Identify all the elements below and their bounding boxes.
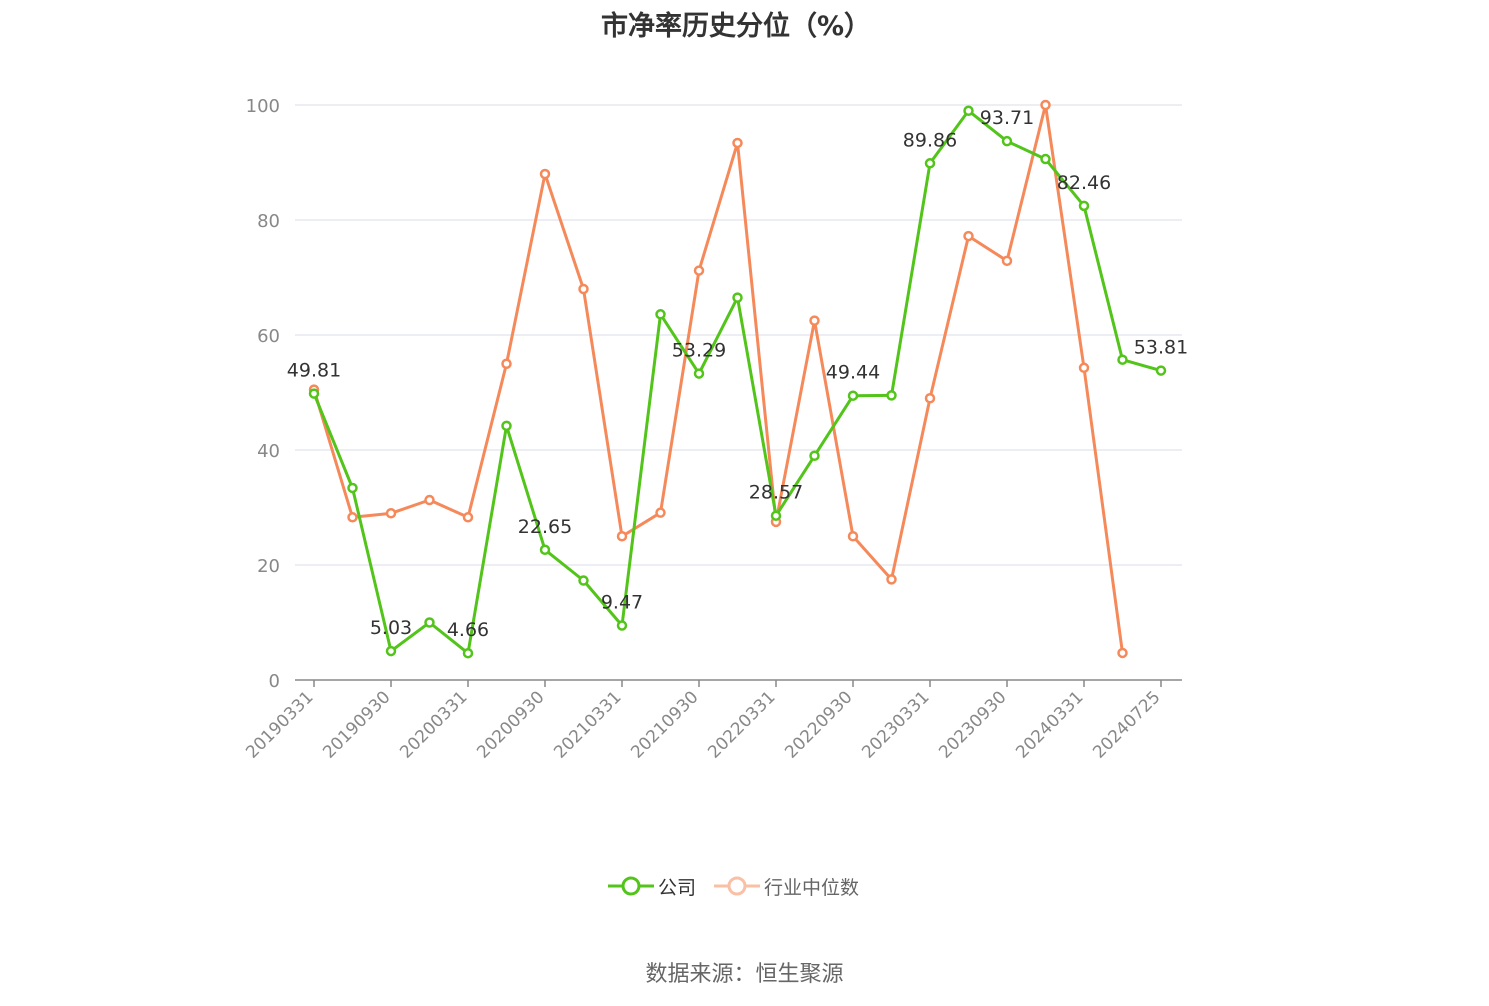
data-point-industry — [847, 531, 859, 542]
data-point-industry — [809, 315, 820, 326]
x-tick-label: 20240331 — [1012, 687, 1087, 762]
data-label: 82.46 — [1057, 172, 1111, 194]
data-point-industry — [1040, 99, 1051, 111]
x-tick-label: 20240725 — [1089, 687, 1164, 762]
x-tick-label: 20230331 — [858, 687, 933, 762]
data-point-company — [1001, 135, 1013, 147]
data-label: 53.81 — [1134, 337, 1188, 359]
data-label: 49.81 — [287, 360, 341, 382]
x-tick-label: 20210930 — [627, 687, 702, 762]
data-point-company — [732, 292, 743, 303]
data-point-industry — [578, 283, 589, 295]
data-point-company — [1155, 365, 1167, 376]
data-point-company — [924, 158, 936, 169]
data-label: 93.71 — [980, 107, 1034, 129]
data-point-company — [1117, 354, 1128, 365]
data-label: 53.29 — [672, 340, 726, 362]
data-label: 9.47 — [601, 592, 643, 614]
data-label: 5.03 — [370, 617, 412, 639]
axes: 0 20 40 60 80 100 20190331 20190930 20200331 2020… — [242, 96, 1182, 763]
legend-item-industry[interactable]: 行业中位数 — [714, 873, 859, 900]
data-point-industry — [539, 168, 551, 180]
data-labels: 49.81 5.03 4.66 22.65 9.47 53.29 28.57 49.44 89.… — [287, 107, 1188, 641]
legend-industry-line-icon — [714, 876, 761, 896]
x-tick-label: 20220930 — [781, 687, 856, 762]
data-point-industry — [1001, 255, 1013, 267]
data-point-industry — [501, 358, 512, 369]
legend-company-line-icon — [608, 876, 654, 896]
data-point-company — [616, 620, 628, 631]
data-point-industry — [616, 531, 628, 542]
data-point-company — [462, 647, 474, 659]
series-lines — [308, 99, 1167, 659]
data-source-note: 数据来源：恒生聚源 — [645, 962, 844, 987]
legend: 公司 行业中位数 — [608, 870, 859, 902]
data-point-industry — [924, 393, 936, 404]
y-tick-label: 100 — [246, 96, 280, 117]
legend-label-industry: 行业中位数 — [764, 876, 860, 899]
x-tick-label: 20190331 — [242, 687, 317, 762]
data-point-company — [1040, 153, 1051, 165]
data-point-company — [539, 544, 551, 556]
data-point-company — [578, 575, 589, 586]
data-point-company — [847, 390, 859, 401]
data-label: 4.66 — [447, 619, 489, 641]
legend-item-company[interactable]: 公司 — [608, 873, 696, 900]
chart-title: 市净率历史分位（%） — [600, 11, 872, 42]
data-label: 28.57 — [749, 482, 803, 504]
y-tick-label: 20 — [257, 556, 280, 577]
data-point-company — [693, 368, 705, 379]
data-label: 89.86 — [903, 129, 957, 151]
x-tick-label: 20200930 — [473, 687, 548, 762]
y-tick-label: 0 — [269, 671, 280, 692]
data-label: 22.65 — [518, 516, 572, 538]
data-point-industry — [462, 512, 474, 523]
data-label: 49.44 — [826, 362, 880, 384]
series-line-industry — [312, 103, 1124, 655]
data-point-industry — [963, 230, 974, 242]
data-point-company — [655, 309, 666, 320]
data-point-industry — [655, 507, 666, 518]
data-point-company — [385, 645, 397, 657]
data-point-industry — [693, 265, 705, 276]
x-tick-label: 20200331 — [396, 687, 471, 762]
data-point-company — [501, 420, 512, 432]
data-point-company — [963, 105, 974, 116]
data-point-company — [308, 388, 320, 399]
data-point-industry — [424, 494, 435, 506]
data-point-industry — [347, 512, 358, 523]
data-point-company — [347, 482, 358, 494]
data-point-company — [809, 450, 820, 461]
x-tick-label: 20190930 — [319, 687, 394, 762]
data-point-company — [424, 617, 435, 628]
data-point-company — [770, 510, 782, 521]
data-point-company — [886, 390, 897, 401]
data-point-industry — [1078, 362, 1090, 374]
data-point-industry — [732, 137, 743, 149]
y-tick-label: 60 — [257, 326, 280, 347]
series-line-company — [312, 109, 1163, 655]
x-tick-label: 20230930 — [935, 687, 1010, 762]
data-point-industry — [1117, 647, 1128, 659]
grid-lines — [295, 104, 1182, 566]
x-tick-label: 20220331 — [704, 687, 779, 762]
data-point-company — [1078, 200, 1090, 212]
legend-label-company: 公司 — [658, 876, 697, 899]
x-tick-label: 20210331 — [550, 687, 625, 762]
y-tick-label: 80 — [257, 211, 280, 232]
data-point-industry — [385, 508, 397, 519]
data-point-industry — [886, 574, 897, 585]
y-tick-label: 40 — [257, 441, 280, 462]
